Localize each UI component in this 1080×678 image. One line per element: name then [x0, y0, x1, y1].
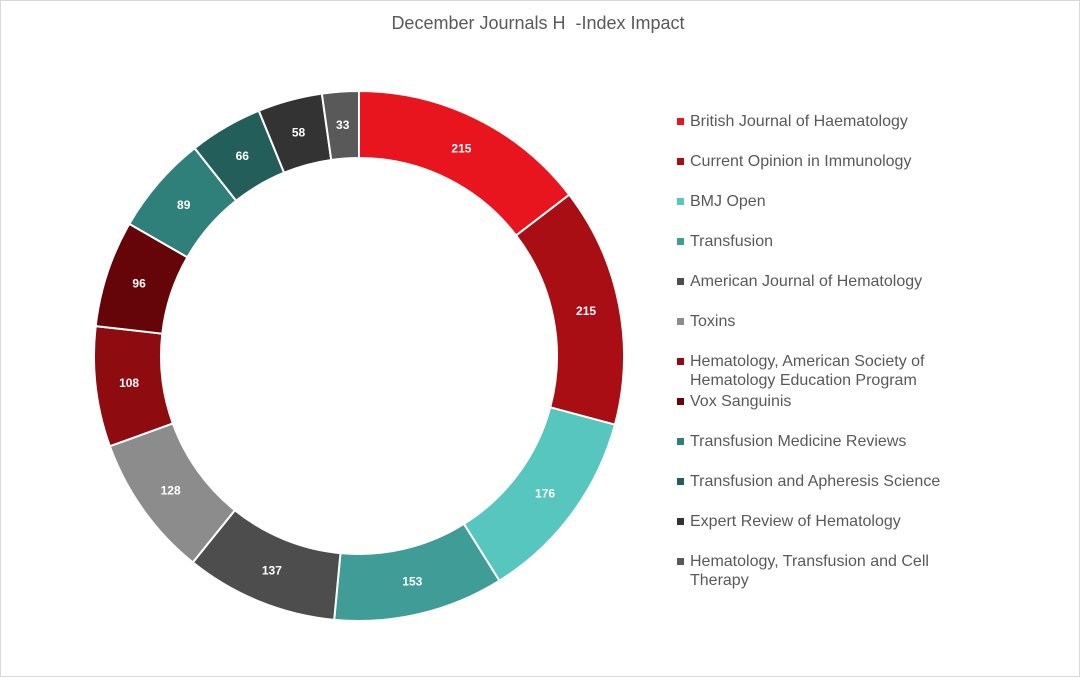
legend-item: Expert Review of Hematology — [677, 512, 990, 531]
data-label: 153 — [402, 574, 422, 588]
legend-label: Toxins — [690, 313, 736, 330]
legend-item: Vox Sanguinis — [677, 392, 990, 411]
legend-swatch — [677, 278, 684, 285]
legend-label: Expert Review of Hematology — [690, 513, 901, 530]
data-label: 215 — [576, 304, 596, 318]
data-label: 128 — [161, 484, 181, 498]
legend-item: Hematology, American Society of Hematolo… — [677, 352, 990, 390]
donut-chart: 215 215 176 153 137 128 108 96 89 66 58 33 — [93, 89, 625, 622]
data-label: 108 — [119, 376, 139, 390]
legend-item: Transfusion Medicine Reviews — [677, 432, 990, 451]
legend-swatch — [677, 158, 684, 165]
legend-swatch — [677, 478, 684, 485]
legend-label: British Journal of Haematology — [690, 113, 908, 130]
legend-label: Transfusion — [690, 233, 773, 250]
legend-label: BMJ Open — [690, 193, 766, 210]
legend-swatch — [677, 558, 684, 565]
legend-item: Toxins — [677, 312, 990, 331]
legend-item: Current Opinion in Immunology — [677, 152, 990, 171]
legend-item: British Journal of Haematology — [677, 112, 990, 131]
data-label: 66 — [236, 149, 250, 163]
legend-swatch — [677, 238, 684, 245]
legend-label: Hematology, American Society of Hematolo… — [690, 353, 925, 389]
legend-swatch — [677, 358, 684, 365]
donut-slice — [358, 89, 571, 237]
legend-swatch — [677, 438, 684, 445]
legend-swatch — [677, 518, 684, 525]
data-label: 215 — [451, 141, 471, 155]
legend-label: Transfusion and Apheresis Science — [690, 473, 941, 490]
legend-item: Transfusion and Apheresis Science — [677, 472, 990, 491]
legend-item: BMJ Open — [677, 192, 990, 211]
legend-swatch — [677, 198, 684, 205]
legend-label: Current Opinion in Immunology — [690, 153, 912, 170]
legend-swatch — [677, 118, 684, 125]
legend-item: Hematology, Transfusion and Cell Therapy — [677, 552, 990, 590]
data-label: 96 — [132, 277, 146, 291]
legend-item: American Journal of Hematology — [677, 272, 990, 291]
data-label: 33 — [336, 118, 350, 132]
data-label: 137 — [262, 563, 282, 577]
data-label: 176 — [535, 487, 555, 501]
legend-label: Hematology, Transfusion and Cell Therapy — [690, 553, 929, 589]
legend-label: American Journal of Hematology — [690, 273, 923, 290]
legend-label: Transfusion Medicine Reviews — [690, 433, 907, 450]
chart-title: December Journals H -Index Impact — [391, 13, 685, 33]
legend-label: Vox Sanguinis — [690, 393, 792, 410]
legend-item: Transfusion — [677, 232, 990, 251]
legend-swatch — [677, 318, 684, 325]
donut-slice — [320, 89, 360, 162]
donut-slice — [514, 193, 625, 426]
data-label: 89 — [177, 198, 191, 212]
legend-swatch — [677, 398, 684, 405]
data-label: 58 — [292, 126, 306, 140]
